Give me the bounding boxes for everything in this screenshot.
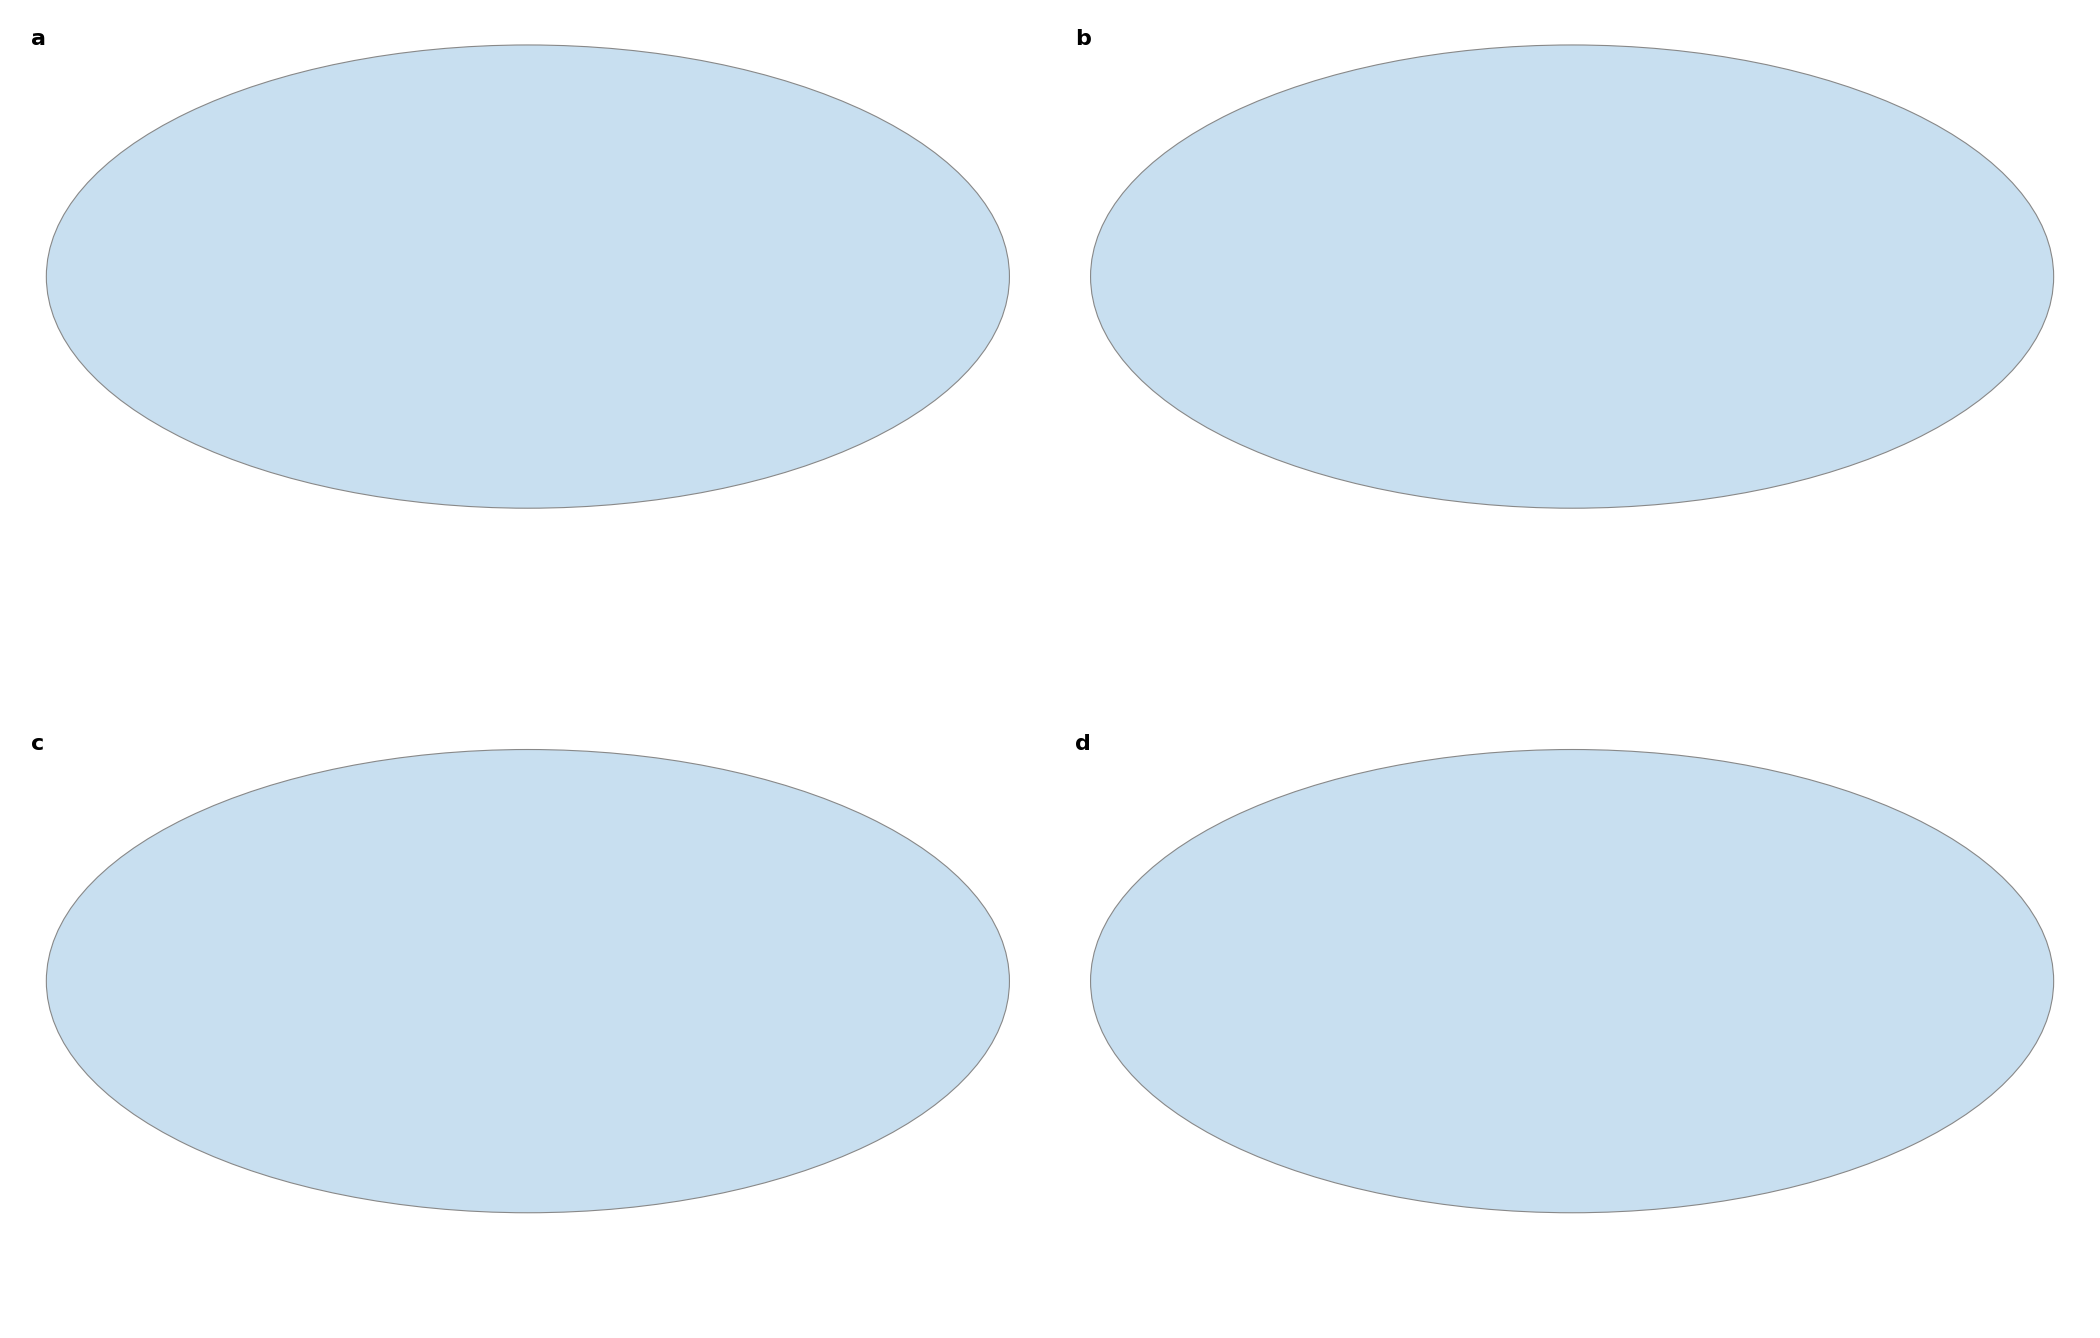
Ellipse shape (46, 45, 1010, 508)
Text: d: d (1075, 733, 1092, 753)
Text: c: c (32, 733, 44, 753)
Ellipse shape (1090, 45, 2054, 508)
Ellipse shape (46, 749, 1010, 1212)
Text: a: a (32, 29, 46, 50)
Ellipse shape (1090, 749, 2054, 1212)
Text: b: b (1075, 29, 1092, 50)
